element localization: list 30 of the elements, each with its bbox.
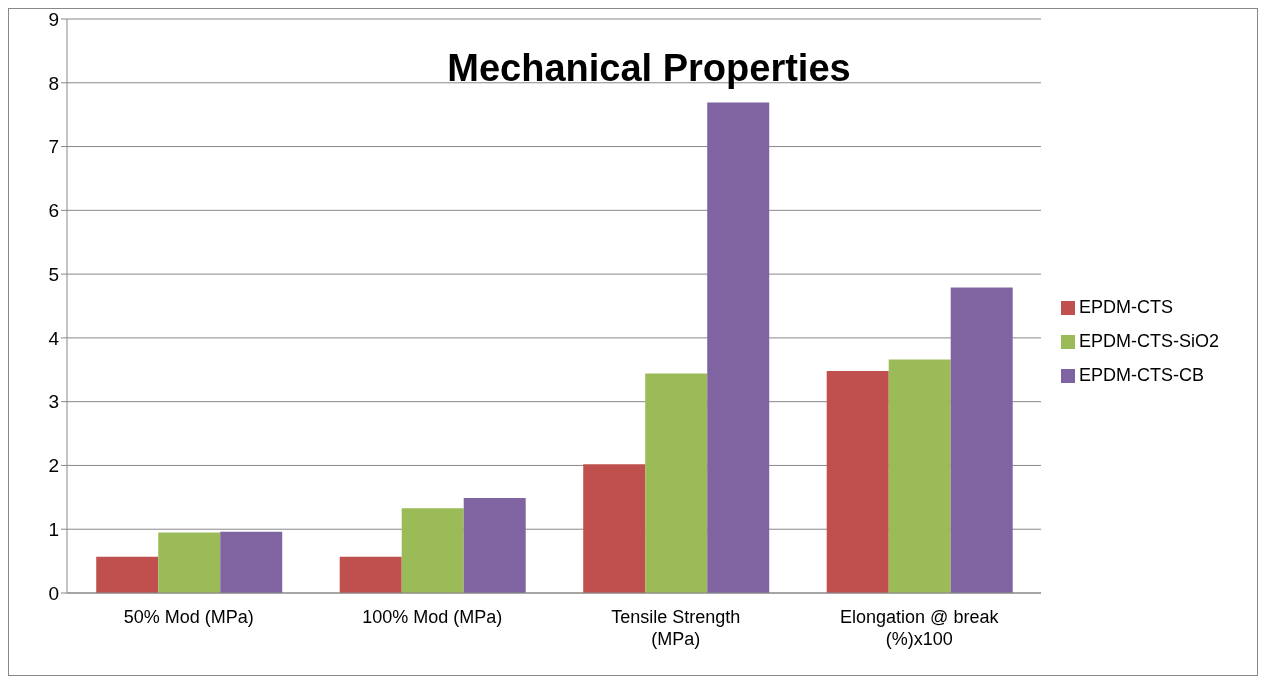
bar [220,531,283,593]
x-tick-label: Tensile Strength (MPa) [611,607,741,649]
y-tick-label: 3 [48,391,59,413]
legend-label: EPDM-CTS [1078,297,1173,317]
y-tick-label: 6 [48,200,59,222]
y-tick-label: 4 [48,327,60,349]
y-tick-label: 8 [48,72,59,94]
bar [645,373,708,593]
bar [826,371,889,593]
bar [339,556,402,593]
bar [463,497,526,593]
bar [888,359,951,593]
bar [707,102,770,593]
x-tick-label: 100% Mod (MPa) [362,607,503,627]
y-tick-label: 2 [48,455,59,477]
y-tick-label: 1 [48,518,59,540]
y-tick-label: 5 [48,263,59,285]
bar [158,532,221,593]
bar [401,508,464,593]
y-tick-label: 7 [48,136,59,158]
y-tick-label: 9 [48,8,59,30]
bar [583,464,646,593]
y-tick-label: 0 [48,582,59,604]
legend-label: EPDM-CTS-CB [1078,365,1204,385]
bar [96,556,159,593]
bar [950,287,1013,593]
x-tick-label: 50% Mod (MPa) [123,607,254,627]
text: Mechanical Properties [446,47,852,90]
x-tick-label: Elongation @ break (%)x100 [840,607,1000,649]
legend-label: EPDM-CTS-SiO2 [1078,331,1219,351]
